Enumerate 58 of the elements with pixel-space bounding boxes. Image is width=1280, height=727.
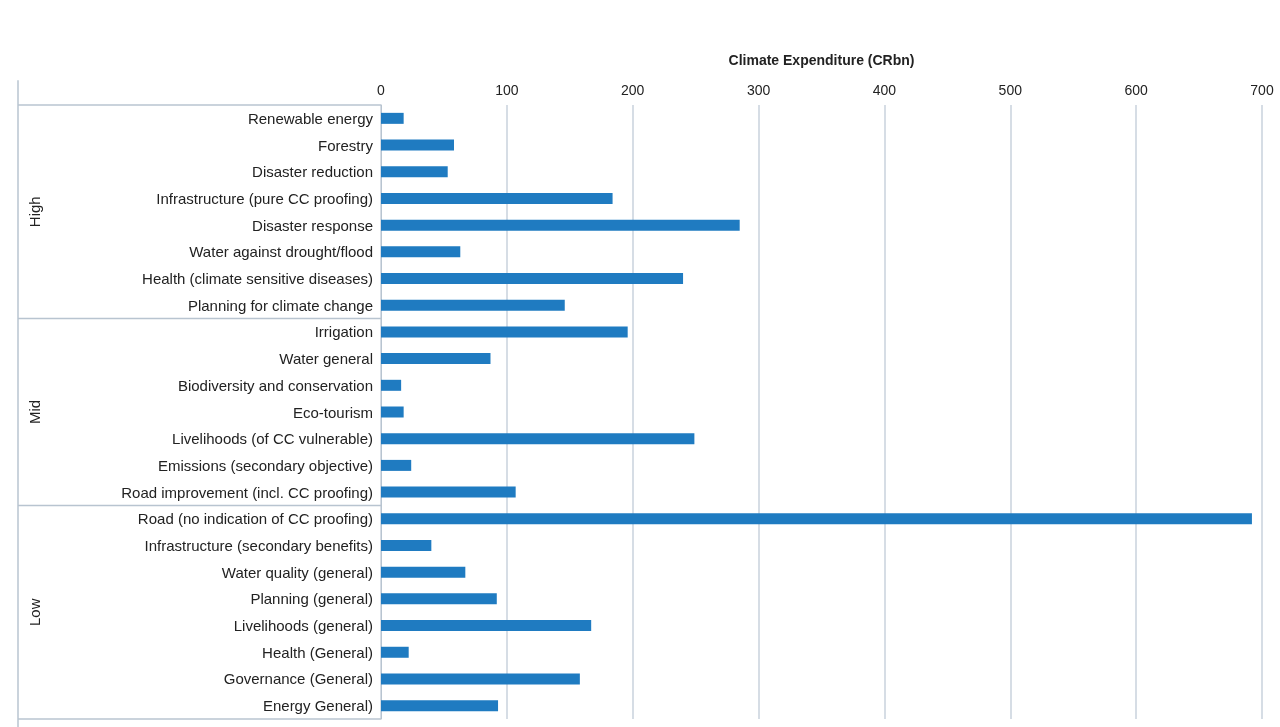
y-tick-label: Water quality (general) (221, 563, 373, 581)
bar (381, 246, 461, 258)
bar (381, 166, 448, 178)
y-tick-label: Disaster response (252, 216, 373, 234)
text: High (25, 196, 43, 228)
bar (381, 646, 409, 658)
text: Low (25, 598, 43, 626)
x-tick-label: 300 (746, 82, 771, 98)
y-tick-label: Road (no indication of CC proofing) (137, 510, 373, 528)
bar (381, 273, 684, 285)
bar (381, 700, 499, 712)
bar (381, 539, 432, 551)
y-tick-label: Planning for climate change (187, 296, 373, 314)
y-tick-label: Health (General) (262, 643, 373, 661)
x-tick-label: 200 (621, 82, 645, 98)
bar (381, 620, 592, 632)
y-tick-label: Forestry (317, 136, 374, 154)
x-tick-label: 500 (998, 82, 1023, 98)
bar (381, 326, 628, 338)
y-tick-label: Infrastructure (pure CC proofing) (156, 189, 373, 207)
bar (381, 459, 412, 471)
y-tick-label: Infrastructure (secondary benefits) (144, 536, 373, 554)
y-tick-label: Planning (general) (250, 590, 373, 608)
y-tick-label: Emissions (secondary objective) (157, 456, 373, 474)
y-tick-label: Biodiversity and conservation (177, 376, 373, 394)
x-tick-label: 600 (1124, 82, 1149, 98)
y-tick-label: Energy General) (262, 697, 373, 715)
bar (381, 112, 404, 124)
bar (381, 593, 497, 605)
x-tick-label: 0 (377, 82, 386, 98)
y-tick-label: Renewable energy (247, 109, 374, 127)
y-tick-label: Eco-tourism (292, 403, 373, 421)
bar (381, 673, 580, 685)
y-tick-label: Irrigation (314, 323, 373, 341)
x-axis-title: Climate Expenditure (CRbn) (728, 52, 915, 68)
bar (381, 513, 1252, 525)
y-tick-label: Water general (279, 350, 373, 368)
bar (381, 566, 466, 578)
x-tick-label: 700 (1250, 82, 1274, 98)
y-tick-label: Livelihoods (general) (233, 617, 373, 635)
bar (381, 406, 404, 418)
y-tick-label: Health (climate sensitive diseases) (142, 270, 373, 288)
bar (381, 139, 454, 151)
bar (381, 486, 516, 498)
bar (381, 219, 740, 231)
y-tick-label: Governance (General) (223, 670, 373, 688)
y-tick-label: Disaster reduction (252, 163, 373, 181)
y-tick-label: Livelihoods (of CC vulnerable) (172, 430, 373, 448)
x-tick-label: 400 (872, 82, 897, 98)
bar (381, 299, 565, 311)
bar (381, 433, 695, 445)
x-tick-label: 100 (495, 82, 519, 98)
text: Mid (25, 399, 43, 425)
bar (381, 353, 491, 365)
y-tick-label: Water against drought/flood (189, 243, 373, 261)
y-tick-label: Road improvement (incl. CC proofing) (121, 483, 373, 501)
bar (381, 379, 402, 391)
bar (381, 192, 613, 204)
